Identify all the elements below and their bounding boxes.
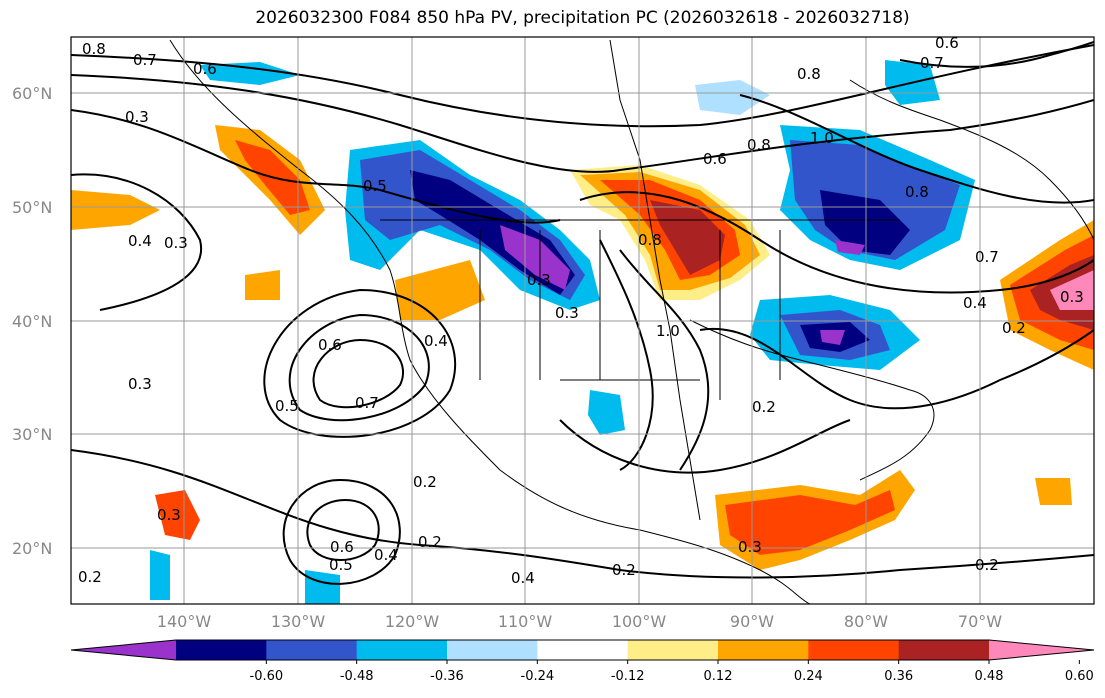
contour-label: 0.5 [329,556,353,574]
contour-label: 0.8 [747,136,771,154]
lon-label: 70°W [958,612,1002,631]
contour-label: 0.4 [511,569,535,587]
lon-label: 90°W [730,612,774,631]
grid-lines [71,37,1094,604]
contour-label: 0.4 [424,332,448,350]
contour-label: 0.3 [128,375,152,393]
lon-label: 80°W [844,612,888,631]
contour-label: 0.3 [164,234,188,252]
lat-label: 40°N [12,312,52,331]
colorbar-swatch [537,640,629,660]
coastlines [169,39,1094,604]
contour-label: 0.6 [330,538,354,556]
contour-label: 0.7 [920,54,944,72]
contour-label: 0.7 [133,51,157,69]
precip-shading [71,60,1094,604]
map-title: 2026032300 F084 850 hPa PV, precipitatio… [255,8,910,28]
contour-label: 1.0 [656,322,680,340]
contour-label: 0.2 [752,398,776,416]
colorbar-swatch [447,640,538,660]
colorbar-tick-label: -0.36 [430,669,464,684]
lat-label: 30°N [12,425,52,444]
lon-label: 110°W [498,612,553,631]
contour-label: 0.6 [318,336,342,354]
lat-label: 50°N [12,198,52,217]
contour-label: 0.2 [975,556,999,574]
contour-label: 0.4 [374,546,398,564]
colorbar-swatch [356,640,448,660]
contour-label: 0.2 [413,473,437,491]
colorbar-tick-label: 0.48 [975,669,1004,684]
colorbar-tick-label: 0.24 [794,669,823,684]
lat-label: 20°N [12,539,52,558]
contour-label: 0.5 [275,397,299,415]
colorbar-tick-label: -0.12 [611,669,645,684]
colorbar-swatch [718,640,809,660]
contour-label: 0.6 [193,60,217,78]
colorbar-tick-label: -0.24 [521,669,555,684]
contour-label: 0.6 [935,34,959,52]
colorbar-swatch [898,640,990,660]
colorbar: -0.60 -0.48 -0.36 -0.24 -0.12 0.12 0.24 0.36 0.4… [70,639,1095,684]
lon-label: 140°W [157,612,212,631]
contour-label: 0.5 [363,177,387,195]
contour-labels: 0.8 0.7 0.6 0.3 0.4 0.3 0.5 0.6 0.5 0.7 … [78,34,1084,587]
contour-label: 0.6 [703,150,727,168]
lon-label: 100°W [612,612,667,631]
pv-contours [71,41,1094,585]
lon-label: 130°W [271,612,326,631]
contour-label: 0.3 [1060,288,1084,306]
lat-labels: 60°N 50°N 40°N 30°N 20°N [12,84,52,558]
colorbar-high-extend [989,640,1094,660]
contour-label: 0.3 [738,538,762,556]
colorbar-outline [70,639,1095,661]
plot-frame [70,36,1095,605]
contour-label: 0.3 [527,271,551,289]
contour-label: 0.3 [157,506,181,524]
contour-label: 0.4 [963,294,987,312]
colorbar-tick-label: -0.60 [250,669,284,684]
contour-label: 0.8 [638,231,662,249]
lon-labels: 140°W 130°W 120°W 110°W 100°W 90°W 80°W … [157,612,1002,631]
contour-label: 1.0 [810,129,834,147]
contour-label: 0.3 [555,304,579,322]
colorbar-tick-label: -0.48 [340,669,374,684]
colorbar-tick-label: 0.36 [884,669,913,684]
contour-label: 0.7 [355,394,379,412]
lon-label: 120°W [385,612,440,631]
contour-label: 0.4 [128,232,152,250]
lat-label: 60°N [12,84,52,103]
colorbar-tick-label: 0.60 [1065,669,1094,684]
contour-label: 0.3 [125,108,149,126]
colorbar-low-extend [71,640,176,660]
colorbar-tick-label: 0.12 [704,669,733,684]
contour-label: 0.8 [82,40,106,58]
contour-label: 0.2 [1002,319,1026,337]
colorbar-swatch [627,640,719,660]
contour-label: 0.2 [78,568,102,586]
colorbar-swatch [176,640,267,660]
contour-label: 0.8 [797,65,821,83]
contour-label: 0.7 [975,248,999,266]
colorbar-swatch [266,640,358,660]
contour-label: 0.8 [905,183,929,201]
contour-label: 0.2 [418,533,442,551]
contour-label: 0.2 [612,561,636,579]
colorbar-swatch [808,640,900,660]
